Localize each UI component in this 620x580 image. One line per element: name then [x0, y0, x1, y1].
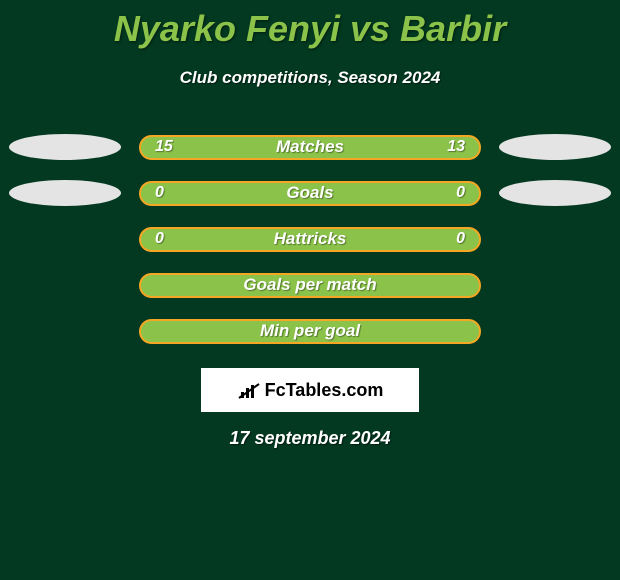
stat-value-right: 13	[447, 138, 465, 156]
stat-row: 15 Matches 13	[0, 124, 620, 170]
stat-bar: 15 Matches 13	[139, 135, 481, 160]
stat-label: Goals	[286, 183, 333, 203]
stat-bar: 0 Hattricks 0	[139, 227, 481, 252]
stat-label: Min per goal	[260, 321, 360, 341]
stat-bar: Min per goal	[139, 319, 481, 344]
comparison-rows: 15 Matches 13 0 Goals 0 0 Hattricks 0 Goals per m…	[0, 124, 620, 354]
stat-row: 0 Hattricks 0	[0, 216, 620, 262]
logo-box: FcTables.com	[201, 368, 419, 412]
stat-value-left: 0	[155, 230, 164, 248]
stat-bar: 0 Goals 0	[139, 181, 481, 206]
stat-label: Matches	[276, 137, 344, 157]
ellipse-right	[499, 180, 611, 206]
logo-text: FcTables.com	[265, 380, 384, 401]
date-label: 17 september 2024	[0, 428, 620, 449]
ellipse-right	[499, 134, 611, 160]
chart-icon	[237, 380, 261, 400]
stat-value-right: 0	[456, 184, 465, 202]
page-title: Nyarko Fenyi vs Barbir	[0, 0, 620, 50]
stat-value-left: 0	[155, 184, 164, 202]
ellipse-left	[9, 134, 121, 160]
ellipse-left	[9, 180, 121, 206]
stat-bar: Goals per match	[139, 273, 481, 298]
stat-label: Hattricks	[274, 229, 347, 249]
stat-label: Goals per match	[243, 275, 376, 295]
stat-value-left: 15	[155, 138, 173, 156]
subtitle: Club competitions, Season 2024	[0, 68, 620, 88]
stat-row: 0 Goals 0	[0, 170, 620, 216]
stat-row: Min per goal	[0, 308, 620, 354]
stat-value-right: 0	[456, 230, 465, 248]
stat-row: Goals per match	[0, 262, 620, 308]
